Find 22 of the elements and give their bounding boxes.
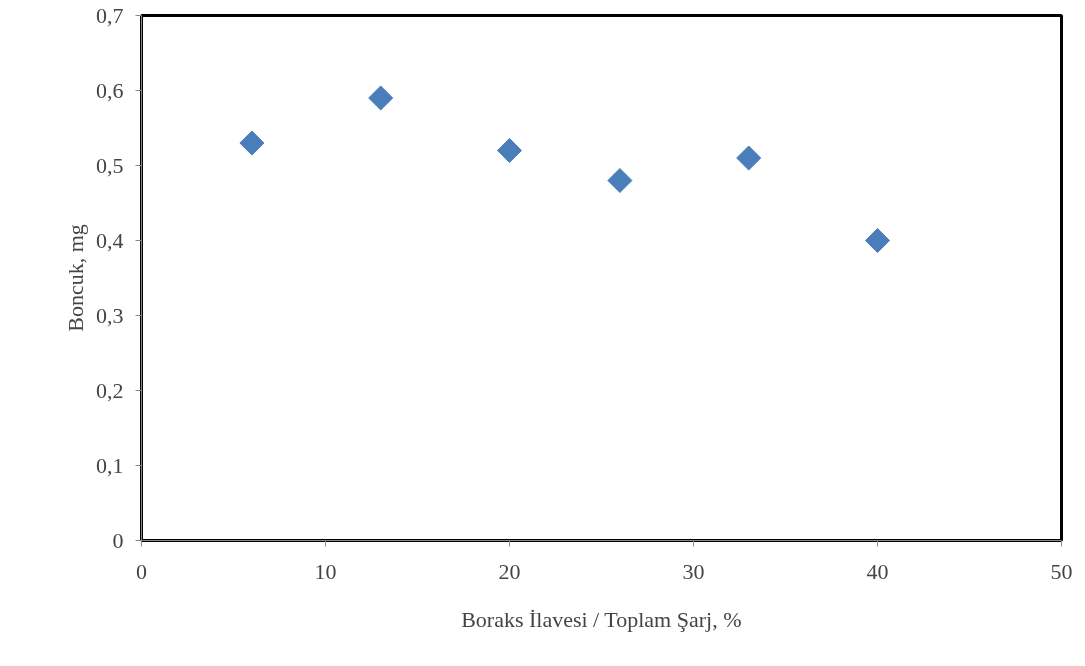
x-tick-label: 40	[866, 558, 889, 584]
y-tick-label: 0,6	[96, 77, 124, 103]
y-tick-label: 0,2	[96, 377, 124, 403]
x-tick-label: 10	[314, 558, 337, 584]
y-tick-label: 0,3	[96, 302, 124, 328]
point	[607, 167, 633, 194]
x-tick-label: 20	[498, 558, 521, 584]
x-tick-label: 50	[1050, 558, 1073, 584]
x-axis-title: Boraks İlavesi / Toplam Şarj, %	[461, 606, 742, 632]
y-tick-label: 0,7	[96, 2, 124, 28]
point	[239, 130, 265, 156]
point	[864, 227, 891, 254]
point	[736, 145, 762, 171]
point	[368, 85, 394, 111]
y-tick-label: 0	[112, 527, 124, 553]
x-tick-label: 0	[136, 558, 147, 584]
y-tick-label: 0,1	[96, 452, 124, 478]
y-tick-label: 0,4	[96, 227, 124, 253]
point	[496, 137, 523, 164]
x-tick-label: 30	[682, 558, 705, 584]
y-axis-title: Boncuk, mg	[63, 224, 88, 332]
y-tick-label: 0,5	[96, 152, 124, 178]
